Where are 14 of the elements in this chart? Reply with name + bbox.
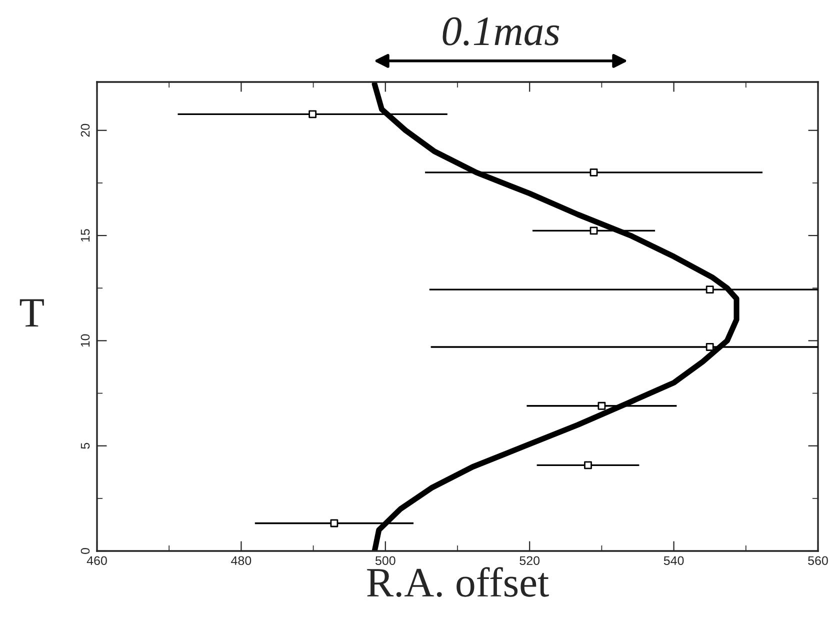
x-tick-label: 520: [520, 556, 540, 566]
y-tick-label: 10: [80, 334, 90, 347]
x-tick-label: 540: [664, 556, 684, 566]
x-tick-label: 560: [808, 556, 828, 566]
x-tick-label: 460: [86, 556, 107, 566]
y-tick-label: 0: [80, 548, 90, 554]
text: 0.1mas: [442, 17, 560, 46]
x-tick-label: 480: [231, 556, 252, 566]
x-axis-title: R.A. offset: [367, 567, 549, 598]
y-axis-title: T: [20, 299, 44, 327]
x-tick-label: 500: [375, 556, 396, 566]
y-tick-label: 20: [80, 124, 90, 137]
y-tick-label: 5: [80, 442, 90, 449]
y-tick-label: 15: [80, 229, 90, 242]
